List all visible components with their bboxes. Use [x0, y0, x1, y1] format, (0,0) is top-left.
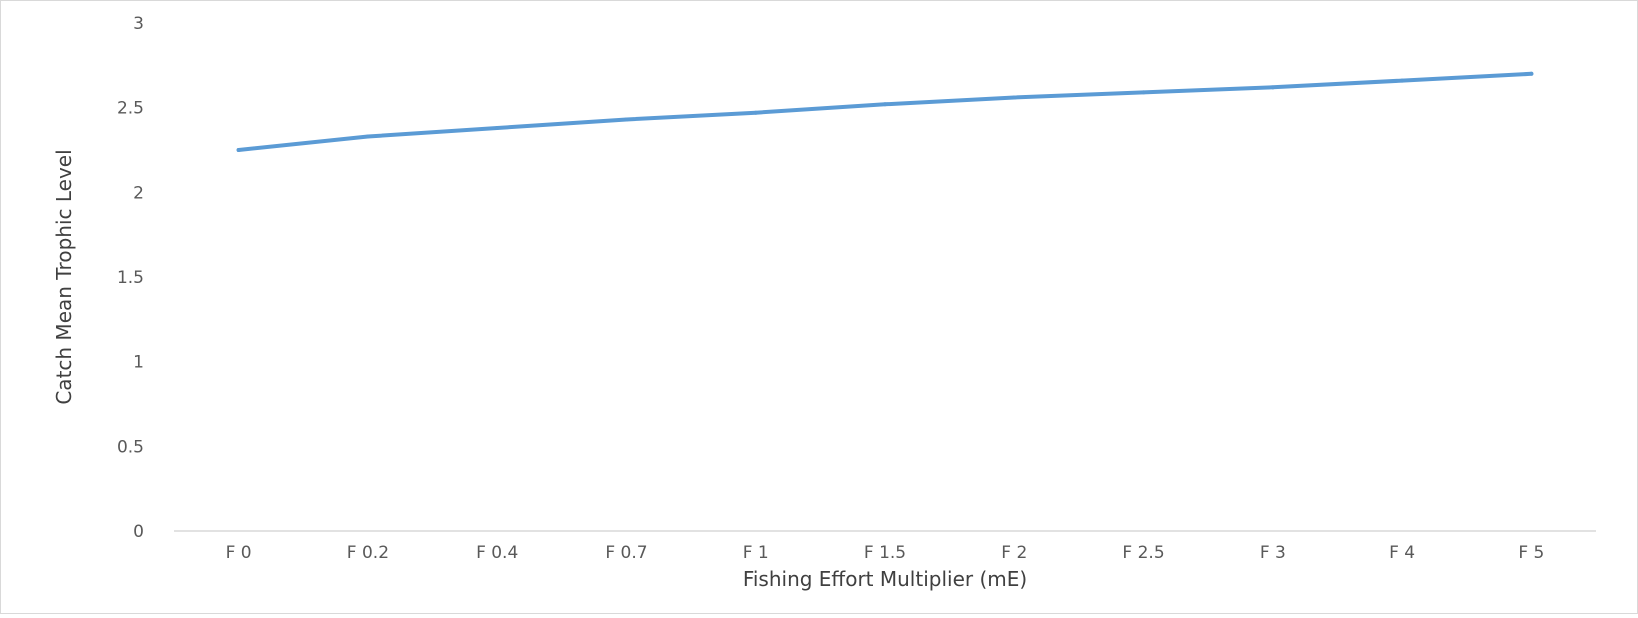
data-point — [236, 148, 241, 152]
x-axis-ticks: F 0 F 0.2 F 0.4 F 0.7 F 1 F 1.5 F 2 F 2.5 F 3 F 4… — [226, 543, 1545, 563]
y-axis-title: Catch Mean Trophic Level — [52, 149, 76, 404]
y-axis-ticks: 0 0.5 1 1.5 2 2.5 3 — [117, 14, 144, 542]
data-point — [1141, 90, 1146, 95]
x-tick-label: F 1.5 — [864, 543, 906, 563]
x-tick-label: F 0 — [226, 543, 252, 563]
data-point — [1270, 85, 1275, 90]
x-axis-title: Fishing Effort Multiplier (mE) — [743, 567, 1027, 591]
y-tick-label: 2.5 — [117, 99, 144, 119]
y-tick-label: 0 — [133, 522, 144, 542]
y-tick-label: 3 — [133, 14, 144, 34]
x-tick-label: F 0.7 — [605, 543, 647, 563]
data-point — [624, 117, 629, 122]
data-point — [365, 134, 370, 139]
x-tick-label: F 2.5 — [1122, 543, 1164, 563]
y-tick-label: 2 — [133, 183, 144, 203]
data-point — [1529, 71, 1534, 76]
x-tick-label: F 2 — [1001, 543, 1027, 563]
data-point — [883, 102, 887, 107]
data-point — [753, 110, 758, 115]
x-tick-label: F 0.4 — [476, 543, 518, 563]
data-point — [1400, 78, 1405, 83]
x-tick-label: F 3 — [1260, 543, 1286, 563]
x-tick-label: F 1 — [743, 543, 769, 563]
y-tick-label: 0.5 — [117, 437, 144, 457]
x-tick-label: F 0.2 — [347, 543, 389, 563]
data-point — [495, 125, 500, 130]
data-point — [1012, 95, 1017, 100]
y-tick-label: 1.5 — [117, 268, 144, 288]
series-layer — [236, 71, 1534, 152]
y-tick-label: 1 — [133, 353, 144, 373]
series-line — [236, 71, 1534, 152]
x-tick-label: F 5 — [1518, 543, 1544, 563]
x-tick-label: F 4 — [1389, 543, 1415, 563]
